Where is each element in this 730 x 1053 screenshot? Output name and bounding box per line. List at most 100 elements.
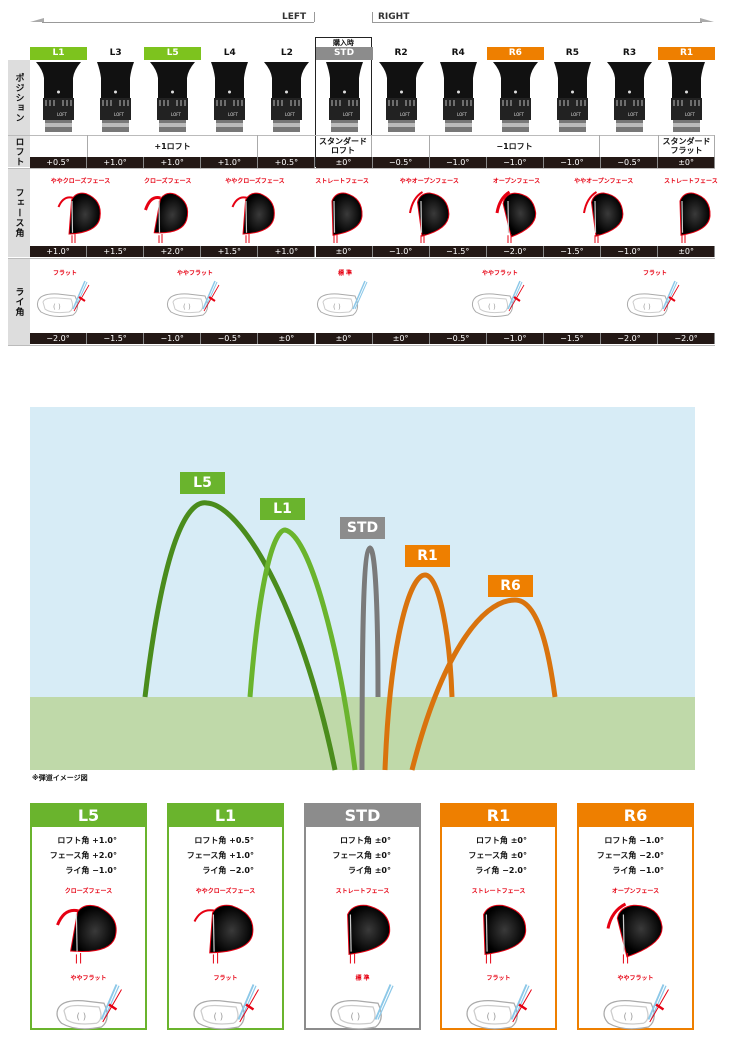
card-face: フェース角 +2.0° [49,851,117,860]
face-value: −1.0° [372,246,430,257]
divider [8,168,715,169]
lie-angle-label: 標 準 [337,270,353,277]
lie-value: −0.5° [201,333,259,344]
setting-card-l1: L1 ロフト角 +0.5° フェース角 +1.0° ライ角 −2.0° ややクロ… [167,803,284,1030]
lie-angle-club-icon: ( ) [163,278,223,324]
face-angle-label: ややクローズフェース [225,178,285,185]
row-label-face: フェース角 [8,169,30,257]
loft-value: ±0° [315,157,373,168]
adjuster-sleeve-image: LOFT [316,60,373,135]
lie-value: −1.5° [87,333,145,344]
club-head-face-icon [442,897,555,971]
card-loft: ロフト角 ±0° [475,836,527,845]
column-header-l2: L2 [280,48,293,58]
club-head-face-icon [492,186,542,250]
row-label-lie: ライ角 [8,259,30,345]
svg-text:LOFT: LOFT [457,112,467,117]
card-title: R1 [442,805,555,827]
lie-angle-club-icon: ( ) [313,278,373,324]
divider [8,345,715,346]
loft-group-plus1: +1ロフト [87,135,258,157]
face-value: +1.0° [30,246,87,257]
adjuster-sleeve-image: LOFT [144,60,201,135]
face-value: −1.0° [601,246,658,257]
trajectory-tag-l5: L5 [180,472,225,494]
trajectory-tag-std: STD [340,517,385,539]
club-head-face-icon [318,186,368,250]
face-value: ±0° [315,246,373,257]
face-angle-label: クローズフェース [143,178,192,185]
card-title: L1 [169,805,282,827]
column-header-r6: R6 [486,47,544,60]
row-label-loft: ロフト [8,136,30,167]
svg-text:LOFT: LOFT [514,112,524,117]
card-face: フェース角 ±0° [468,851,527,860]
left-arrow-line [42,22,314,23]
adjuster-sleeve-image: LOFT [373,60,430,135]
column-header-r5: R5 [565,48,579,58]
svg-text:LOFT: LOFT [571,112,581,117]
lie-value: ±0° [372,333,430,344]
face-value: +1.5° [201,246,259,257]
adjuster-sleeve-image: LOFT [30,60,87,135]
face-value: −1.5° [543,246,601,257]
row-label-position: ポジション [8,60,30,135]
divider [314,12,315,22]
loft-value: +0.5° [258,157,316,168]
column-header-l1: L1 [30,47,87,60]
card-loft: ロフト角 ±0° [339,836,391,845]
trajectory-tag-r6: R6 [488,575,533,597]
divider [372,12,373,22]
setting-card-r6: R6 ロフト角 −1.0° フェース角 −2.0° ライ角 −1.0° オープン… [577,803,694,1030]
card-lie: ライ角 −1.0° [65,866,117,875]
svg-text:LOFT: LOFT [343,112,353,117]
adjuster-sleeve-image: LOFT [544,60,601,135]
card-lie-label: 標 準 [355,975,370,982]
card-loft: ロフト角 −1.0° [604,836,664,845]
lie-angle-label: ややフラット [176,270,213,277]
lie-angle-club-icon: ( ) [579,982,692,1036]
loft-value: +1.0° [87,157,145,168]
svg-text:( ): ( ) [486,1013,496,1023]
svg-text:LOFT: LOFT [285,112,295,117]
svg-text:LOFT: LOFT [628,112,638,117]
trajectory-arc-std [359,545,381,771]
lie-value: −1.5° [543,333,601,344]
lie-angle-club-icon: ( ) [468,278,528,324]
card-face-label: ややクローズフェース [195,888,256,895]
column-header-l5: L5 [144,47,202,60]
lie-angle-club-icon: ( ) [623,278,683,324]
card-face: フェース角 ±0° [332,851,391,860]
loft-value: ±0° [658,157,716,168]
club-head-face-icon [405,186,455,250]
club-head-face-icon [230,186,280,250]
loft-value: +1.0° [144,157,202,168]
svg-text:( ): ( ) [643,303,651,311]
adjuster-sleeve-image: LOFT [201,60,258,135]
left-label: LEFT [282,12,307,22]
right-arrow-line [372,22,702,23]
face-value: −1.5° [429,246,487,257]
card-title: STD [306,805,419,827]
loft-group-standard: スタンダード ロフト [315,135,372,157]
lie-value: −2.0° [658,333,716,344]
club-head-face-icon [579,186,629,250]
club-head-face-icon [306,897,419,971]
svg-text:LOFT: LOFT [171,112,181,117]
lie-angle-club-icon: ( ) [32,982,145,1036]
card-lie-label: フラット [213,975,238,982]
svg-text:LOFT: LOFT [400,112,410,117]
card-face-label: クローズフェース [64,888,113,895]
card-loft: ロフト角 +1.0° [57,836,117,845]
face-value: +1.0° [258,246,316,257]
loft-value: +1.0° [201,157,259,168]
trajectory-arc-r1 [382,572,455,771]
loft-value: −0.5° [372,157,430,168]
svg-text:LOFT: LOFT [57,112,67,117]
club-head-face-icon [579,897,692,971]
face-angle-label: オープンフェース [492,178,541,185]
svg-text:( ): ( ) [350,1013,360,1023]
right-label: RIGHT [378,12,410,22]
svg-text:( ): ( ) [213,1013,223,1023]
loft-group-standard-flat: スタンダード フラット [658,135,715,157]
